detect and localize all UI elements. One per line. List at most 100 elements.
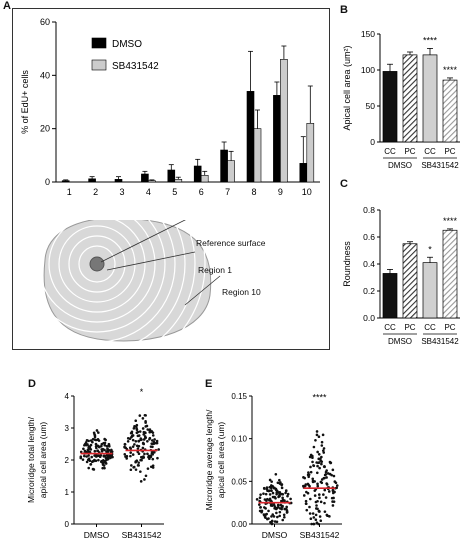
d-point	[146, 452, 149, 456]
a-x-tick-label: 8	[251, 187, 256, 197]
d-point	[90, 455, 94, 459]
e-point	[280, 492, 284, 496]
e-point	[286, 492, 290, 496]
d-point	[123, 442, 127, 446]
c-bar	[402, 243, 418, 319]
e-point	[307, 471, 310, 474]
b-significance: ****	[443, 65, 458, 75]
e-point	[263, 498, 267, 501]
e-point	[323, 476, 326, 480]
e-point	[271, 513, 275, 516]
e-point	[321, 433, 325, 437]
e-point	[314, 500, 318, 504]
d-point	[87, 454, 90, 457]
d-point	[144, 436, 147, 440]
chart-b-apical-area: 0 50 100 150 Apical cell area (um²) CC PC **** C…	[342, 29, 460, 170]
e-point	[284, 489, 288, 492]
e-point	[259, 493, 262, 496]
d-point	[151, 464, 155, 467]
d-point	[157, 448, 160, 451]
e-point	[280, 486, 284, 490]
b-bar	[422, 54, 438, 143]
e-point	[311, 454, 314, 458]
e-point	[316, 450, 319, 454]
d-point	[137, 452, 141, 455]
d-point	[149, 454, 153, 457]
d-point	[123, 452, 127, 456]
c-group-label: DMSO	[388, 337, 412, 346]
e-point	[280, 483, 284, 486]
a-x-tick-label: 6	[199, 187, 204, 197]
e-point	[284, 491, 287, 495]
e-point	[316, 464, 319, 468]
d-point	[87, 457, 91, 461]
e-point	[315, 433, 319, 437]
d-point	[124, 455, 127, 458]
e-point	[270, 486, 273, 490]
a-bar-sb431542	[148, 180, 156, 183]
d-point	[135, 423, 139, 427]
e-point	[319, 519, 323, 523]
d-point	[155, 439, 159, 443]
panel-label-c: C	[340, 178, 348, 190]
d-point	[126, 437, 130, 440]
d-point	[104, 462, 108, 465]
d-y-tick-label: 0	[65, 520, 70, 529]
d-point	[93, 438, 96, 441]
a-bar-dmso	[61, 180, 70, 183]
d-point	[97, 458, 100, 462]
e-point	[327, 490, 331, 493]
e-point	[302, 484, 305, 488]
e-point	[332, 474, 336, 478]
a-bar-dmso	[299, 163, 308, 183]
e-point	[280, 507, 283, 511]
e-point	[282, 513, 286, 517]
d-point	[129, 451, 132, 454]
a-bar-dmso	[193, 165, 202, 183]
d-point	[148, 430, 152, 434]
d-point	[150, 451, 154, 455]
e-point	[302, 494, 306, 497]
e-point	[304, 499, 308, 503]
d-point	[106, 457, 110, 461]
e-point	[317, 461, 321, 464]
a-x-tick-label: 7	[225, 187, 230, 197]
e-point	[331, 489, 335, 493]
b-x-tick-label: CC	[424, 147, 436, 156]
e-point	[278, 478, 281, 482]
e-point	[305, 508, 309, 512]
a-bar-sb431542	[280, 59, 288, 183]
d-point	[107, 442, 111, 446]
e-point	[319, 500, 323, 504]
d-point	[130, 430, 134, 434]
c-y-tick-label: 0.2	[363, 286, 375, 296]
d-point	[93, 434, 97, 437]
e-point	[335, 484, 339, 487]
e-point	[308, 455, 312, 459]
e-point	[317, 457, 321, 461]
d-point	[141, 442, 145, 445]
e-point	[317, 509, 321, 513]
e-point	[262, 492, 265, 495]
d-point	[137, 439, 140, 443]
e-point	[315, 507, 318, 510]
e-point	[276, 505, 280, 509]
b-significance: ****	[423, 35, 438, 45]
e-point	[309, 465, 312, 469]
e-point	[262, 486, 266, 490]
e-point	[326, 472, 330, 475]
e-point	[285, 505, 288, 509]
e-point	[307, 475, 310, 479]
e-point	[318, 466, 321, 470]
d-point	[135, 459, 139, 463]
d-point	[85, 460, 89, 464]
d-point	[140, 438, 143, 441]
a-legend-swatch	[91, 37, 107, 49]
d-point	[92, 468, 96, 471]
c-y-tick-label: 0.0	[363, 313, 375, 323]
d-point	[134, 419, 138, 423]
e-point	[272, 515, 276, 518]
e-point	[273, 507, 276, 510]
e-point	[314, 518, 318, 521]
a-bar-dmso	[220, 149, 228, 183]
